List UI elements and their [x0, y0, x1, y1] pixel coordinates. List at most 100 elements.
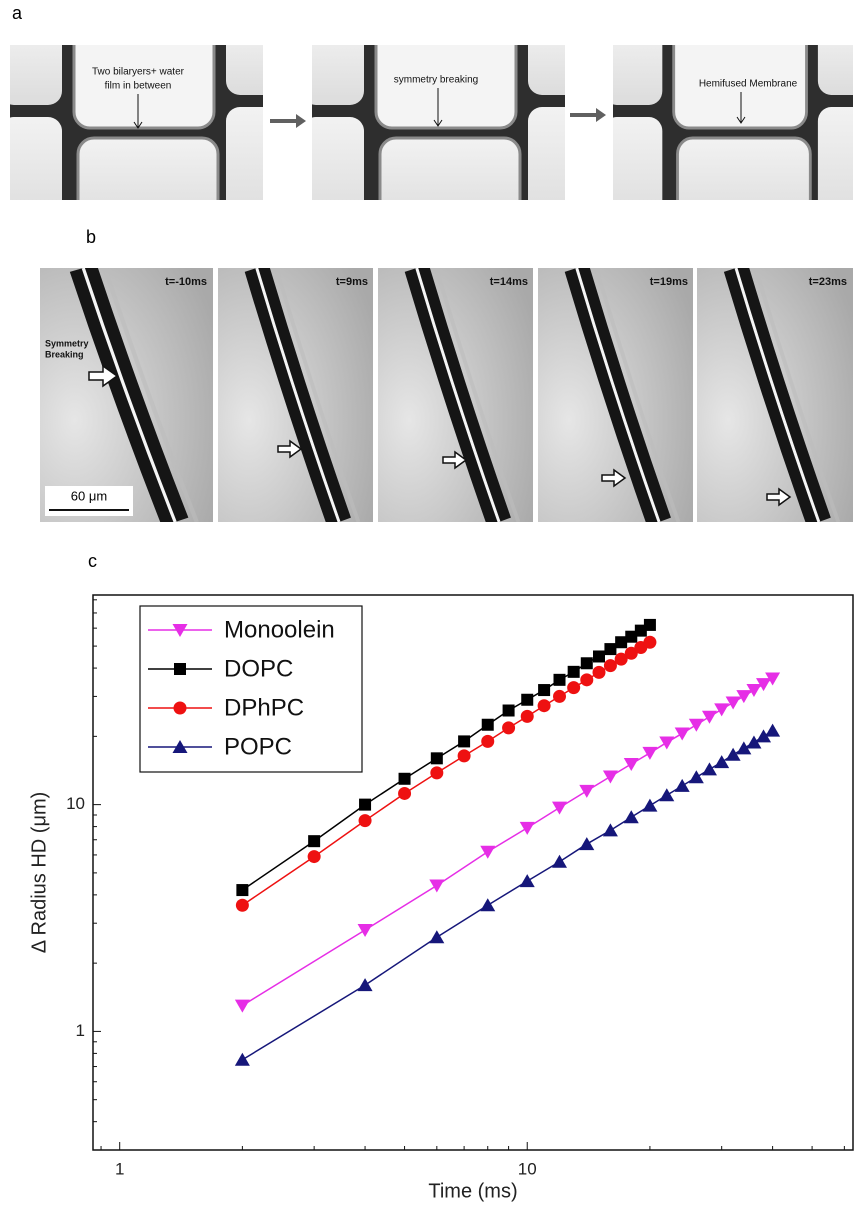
marker	[502, 721, 516, 735]
marker	[357, 978, 373, 992]
marker	[398, 772, 411, 785]
marker	[736, 690, 752, 704]
legend-label: DOPC	[224, 655, 293, 682]
marker	[480, 845, 496, 859]
marker	[674, 727, 690, 741]
marker	[307, 850, 321, 864]
y-tick-label: 10	[66, 794, 85, 813]
marker	[765, 672, 781, 686]
marker	[553, 689, 567, 703]
annotation: symmetry breaking	[394, 75, 478, 86]
legend-box	[139, 605, 363, 773]
marker	[604, 643, 617, 656]
marker	[714, 755, 730, 769]
marker	[519, 821, 535, 835]
marker	[756, 729, 772, 743]
marker	[688, 718, 704, 732]
marker	[458, 735, 471, 748]
panel-label: a	[12, 3, 23, 23]
panel-label: c	[88, 551, 97, 571]
legend-label: Monoolein	[224, 616, 335, 643]
time-label: t=-10ms	[165, 276, 207, 288]
marker	[457, 749, 471, 763]
marker	[623, 810, 639, 824]
annotation: film in between	[105, 81, 172, 92]
marker	[736, 741, 752, 755]
marker	[643, 618, 656, 631]
marker	[430, 752, 443, 765]
marker	[624, 646, 638, 660]
panel-label: b	[86, 227, 96, 247]
annotation: Hemifused Membrane	[699, 79, 798, 90]
annotation: Symmetry	[45, 338, 89, 348]
time-label: t=19ms	[650, 276, 688, 288]
pointer-arrows	[88, 364, 792, 507]
marker	[173, 701, 187, 715]
marker	[615, 636, 628, 649]
marker	[725, 747, 741, 761]
legend-label: DPhPC	[224, 694, 304, 721]
marker	[642, 746, 658, 760]
micrograph	[613, 45, 853, 200]
marker	[358, 814, 372, 828]
marker	[765, 723, 781, 737]
marker	[567, 681, 581, 695]
marker	[552, 801, 568, 815]
marker	[172, 624, 188, 637]
marker	[236, 884, 249, 897]
y-axis-label: Δ Radius HD (μm)	[28, 792, 50, 954]
marker	[701, 710, 717, 724]
marker	[481, 734, 495, 748]
marker	[746, 684, 762, 698]
marker	[725, 696, 741, 710]
micrograph	[218, 268, 373, 522]
micrograph	[10, 45, 263, 200]
marker	[398, 786, 412, 800]
marker	[756, 678, 772, 692]
marker	[430, 766, 444, 780]
marker	[308, 835, 321, 848]
marker	[553, 673, 566, 686]
marker	[481, 718, 494, 731]
marker	[580, 673, 594, 687]
marker	[567, 665, 580, 678]
marker	[642, 798, 658, 812]
marker	[172, 740, 188, 753]
marker	[234, 999, 250, 1013]
marker	[502, 704, 515, 717]
marker	[634, 624, 647, 637]
marker	[623, 758, 639, 772]
marker	[602, 823, 618, 837]
marker	[659, 736, 675, 750]
marker	[602, 770, 618, 784]
marker	[580, 657, 593, 670]
marker	[674, 778, 690, 792]
time-label: t=14ms	[490, 276, 528, 288]
marker	[603, 659, 617, 673]
marker	[701, 762, 717, 776]
micrograph	[40, 268, 213, 522]
marker	[174, 663, 186, 675]
micrograph	[312, 45, 565, 200]
marker	[552, 854, 568, 868]
marker	[359, 798, 372, 811]
marker	[579, 837, 595, 851]
marker	[520, 709, 534, 723]
x-tick-label: 1	[115, 1159, 124, 1178]
marker	[235, 898, 249, 912]
marker	[688, 770, 704, 784]
marker	[357, 924, 373, 938]
marker	[593, 650, 606, 663]
marker	[519, 874, 535, 888]
marker	[537, 699, 551, 713]
marker	[714, 703, 730, 717]
micrograph	[378, 268, 533, 522]
marker	[659, 788, 675, 802]
time-label: t=9ms	[336, 276, 368, 288]
scale-bar-label: 60 μm	[71, 488, 107, 503]
micrograph	[697, 268, 853, 522]
pointer-arrows	[133, 88, 746, 129]
marker	[429, 879, 445, 893]
marker	[614, 652, 628, 666]
